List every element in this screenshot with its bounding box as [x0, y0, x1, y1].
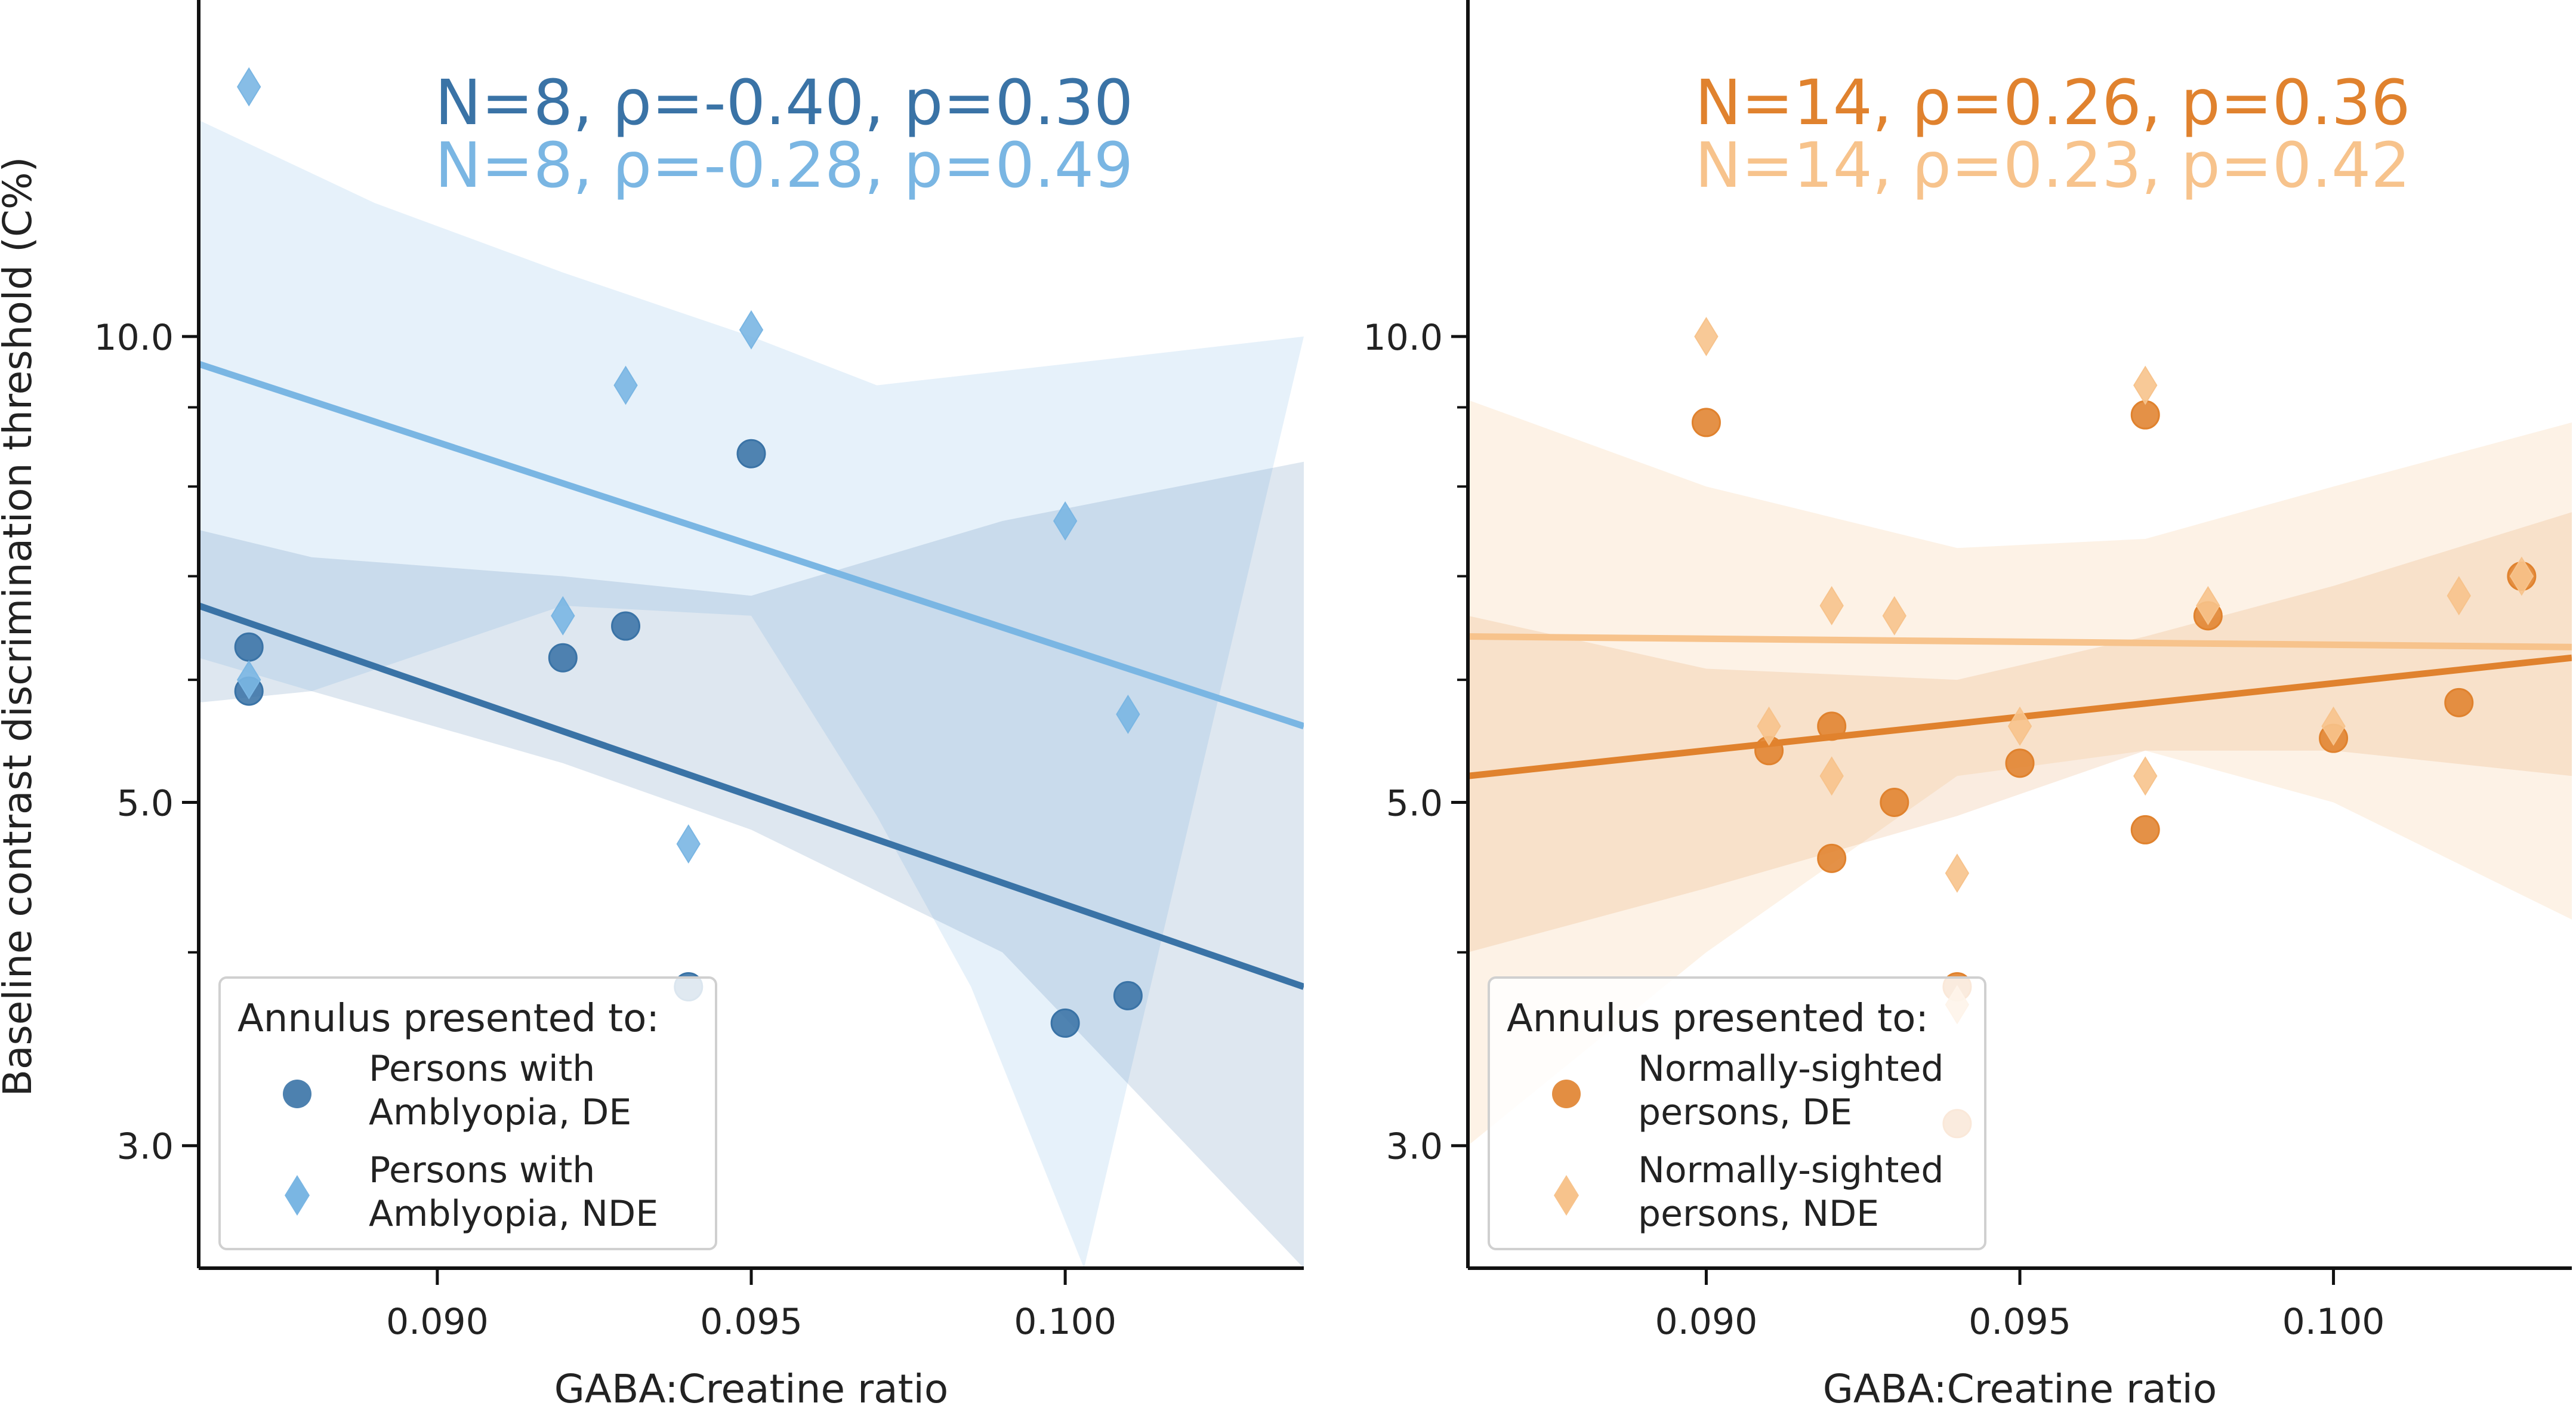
legend-box	[1488, 976, 1986, 1250]
stats-annotation-de: N=14, ρ=0.26, p=0.36	[1695, 66, 2411, 139]
data-point-de	[2130, 400, 2160, 430]
data-point-nde	[1053, 501, 1078, 541]
y-tick-label: 5.0	[1386, 782, 1443, 824]
plot-area	[1468, 317, 2572, 1146]
data-point-nde	[1945, 853, 1970, 893]
data-point-nde	[237, 67, 261, 107]
data-point-nde	[676, 824, 701, 864]
data-point-nde	[739, 310, 764, 350]
data-point-nde	[2133, 365, 2158, 405]
data-point-nde	[1116, 694, 1140, 734]
legend-marker-de	[1552, 1080, 1581, 1108]
data-point-nde	[1757, 706, 1781, 746]
legend-marker-de	[283, 1080, 311, 1108]
data-point-nde	[2007, 706, 2032, 746]
stats-annotation-de: N=8, ρ=-0.40, p=0.30	[435, 66, 1133, 139]
legend: Annulus presented to:Normally-sightedper…	[1488, 976, 1986, 1250]
x-tick-label: 0.090	[386, 1301, 489, 1343]
data-point-nde	[2196, 585, 2220, 625]
y-tick-label: 10.0	[94, 317, 174, 359]
data-point-nde	[551, 596, 575, 636]
data-point-nde	[2321, 706, 2346, 746]
y-tick-label: 5.0	[117, 782, 174, 824]
regression-line-nde	[199, 360, 1304, 730]
legend-label: persons, NDE	[1638, 1193, 1879, 1235]
data-point-de	[1817, 843, 1847, 873]
data-point-de	[2130, 815, 2160, 844]
legend-label: Amblyopia, NDE	[369, 1193, 658, 1235]
legend: Annulus presented to:Persons withAmblyop…	[218, 976, 717, 1250]
legend-label: Persons with	[369, 1048, 595, 1090]
data-point-nde	[2509, 556, 2534, 596]
x-axis-label: GABA:Creatine ratio	[1823, 1366, 2217, 1412]
y-tick-label: 3.0	[1386, 1126, 1443, 1168]
data-point-nde	[2133, 756, 2158, 796]
x-tick-label: 0.100	[2282, 1301, 2385, 1343]
legend-marker-nde	[285, 1175, 310, 1216]
ci-band-de	[199, 461, 1304, 1268]
legend-label: Persons with	[369, 1149, 595, 1191]
y-axis-label: Baseline contrast discrimination thresho…	[0, 157, 41, 1097]
data-point-nde	[1882, 596, 1906, 636]
data-point-de	[234, 632, 264, 662]
data-point-nde	[613, 365, 638, 405]
data-point-nde	[1819, 756, 1844, 796]
legend-label: persons, DE	[1638, 1092, 1852, 1133]
x-tick-label: 0.095	[1969, 1301, 2071, 1343]
data-point-de	[548, 643, 578, 673]
data-point-de	[1817, 711, 1847, 741]
x-tick-label: 0.095	[700, 1301, 803, 1343]
legend-marker-nde	[1554, 1175, 1579, 1216]
stats-annotation-nde: N=14, ρ=0.23, p=0.42	[1695, 129, 2411, 202]
y-tick-label: 10.0	[1363, 317, 1443, 359]
legend-label: Amblyopia, DE	[369, 1092, 631, 1133]
data-point-nde	[237, 660, 261, 700]
y-tick-label: 3.0	[117, 1126, 174, 1168]
data-point-de	[736, 439, 766, 468]
data-point-de	[2005, 748, 2035, 778]
regression-line-de	[199, 602, 1304, 990]
panel-right: 3.0 5.0 10.0 0.090 0.095 0.100 GABA:Creatine r…	[1363, 0, 2572, 1412]
data-point-nde	[1819, 585, 1844, 625]
data-point-de	[1050, 1008, 1080, 1038]
legend-box	[218, 976, 717, 1250]
legend-label: Normally-sighted	[1638, 1048, 1943, 1090]
data-point-nde	[1694, 317, 1719, 356]
data-point-de	[611, 611, 641, 641]
data-point-de	[1113, 981, 1143, 1010]
stats-annotation-nde: N=8, ρ=-0.28, p=0.49	[435, 129, 1133, 202]
data-point-de	[2444, 687, 2474, 717]
legend-label: Normally-sighted	[1638, 1149, 1943, 1191]
data-point-de	[1691, 408, 1721, 437]
x-tick-label: 0.100	[1014, 1301, 1116, 1343]
legend-title: Annulus presented to:	[1507, 997, 1929, 1041]
x-tick-label: 0.090	[1655, 1301, 1758, 1343]
data-point-nde	[2447, 576, 2471, 616]
plot-area	[199, 67, 1304, 1268]
ci-band-nde	[1468, 400, 2572, 1146]
legend-title: Annulus presented to:	[237, 997, 659, 1041]
data-point-de	[1880, 787, 1909, 817]
x-axis-label: GABA:Creatine ratio	[554, 1366, 948, 1412]
regression-line-nde	[1468, 633, 2572, 650]
panel-left: 3.0 5.0 10.0 0.090 0.095 0.100 GABA:Creatine r…	[94, 0, 1304, 1412]
ci-band-nde	[199, 120, 1304, 1268]
